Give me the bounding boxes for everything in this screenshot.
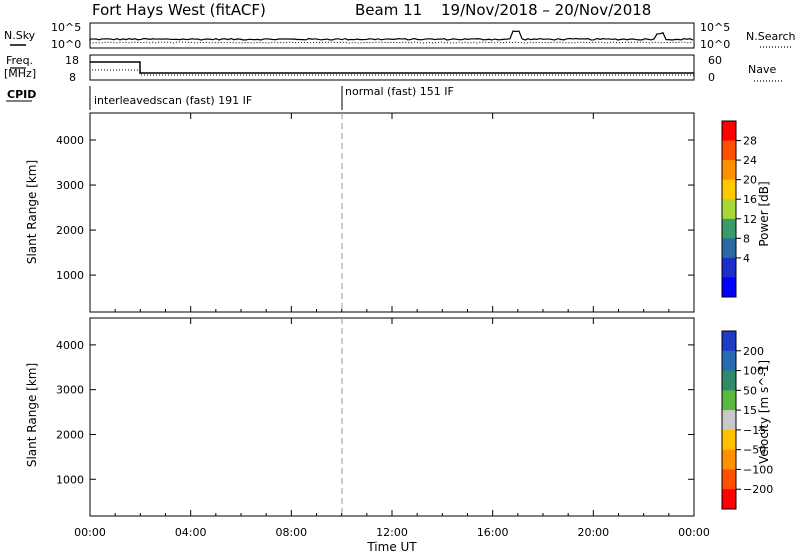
colorbar-swatch bbox=[722, 489, 736, 510]
velocity-ylabel: Slant Range [km] bbox=[25, 363, 39, 467]
colorbar-swatch bbox=[722, 429, 736, 451]
y-tick-label: 1000 bbox=[56, 473, 84, 486]
x-tick-label: 00:00 bbox=[74, 526, 106, 539]
beam-title: Beam 11 bbox=[355, 1, 422, 19]
power-panel: 1000 2000 3000 4000 Slant Range [km] 28 24 20… bbox=[25, 112, 771, 313]
power-ylabel: Slant Range [km] bbox=[25, 160, 39, 264]
cpid-mode-1: interleavedscan (fast) 191 IF bbox=[94, 94, 252, 107]
x-tick-label: 08:00 bbox=[275, 526, 307, 539]
y-tick-label: 3000 bbox=[56, 179, 84, 192]
station-title: Fort Hays West (fitACF) bbox=[92, 1, 266, 19]
nave-tick-low: 0 bbox=[708, 71, 715, 84]
y-tick-label: 2000 bbox=[56, 224, 84, 237]
velocity-panel: 1000 2000 3000 4000 Slant Range [km] 200 100… bbox=[25, 317, 773, 517]
colorbar-tick-label: 15 bbox=[743, 404, 757, 417]
noise-right-tick-high: 10^5 bbox=[700, 21, 730, 34]
colorbar-tick-label: −50 bbox=[743, 444, 766, 457]
colorbar-tick-label: 24 bbox=[743, 154, 757, 167]
colorbar-tick-label: 100 bbox=[743, 365, 764, 378]
x-tick-label: 04:00 bbox=[175, 526, 207, 539]
noise-strip: N.Sky 10^5 10^0 10^5 10^0 N.Search bbox=[4, 21, 796, 51]
x-tick-label: 16:00 bbox=[477, 526, 509, 539]
freq-tick-high: 18 bbox=[65, 54, 79, 67]
colorbar-swatch bbox=[722, 121, 736, 142]
colorbar-swatch bbox=[722, 257, 736, 278]
noise-tick-high: 10^5 bbox=[51, 21, 81, 34]
x-tick-label: 20:00 bbox=[577, 526, 609, 539]
colorbar-swatch bbox=[722, 277, 736, 298]
colorbar-swatch bbox=[722, 199, 736, 220]
colorbar-tick-label: 12 bbox=[743, 213, 757, 226]
colorbar-swatch bbox=[722, 390, 736, 411]
time-axis-label: Time UT bbox=[366, 540, 417, 554]
nsky-label: N.Sky bbox=[4, 29, 36, 42]
colorbar-swatch bbox=[722, 218, 736, 239]
colorbar-swatch bbox=[722, 449, 736, 470]
velocity-colorbar: 200 100 50 15 −15 −50 −100 −200 bbox=[721, 330, 773, 510]
x-tick-label: 00:00 bbox=[678, 526, 710, 539]
cpid-label: CPID bbox=[7, 88, 36, 101]
colorbar-swatch bbox=[722, 469, 736, 490]
freq-strip: Freq. [MHz] 18 8 60 0 Nave bbox=[4, 54, 784, 84]
colorbar-tick-label: −200 bbox=[743, 483, 773, 496]
colorbar-tick-label: 4 bbox=[743, 252, 750, 265]
cpid-mode-2: normal (fast) 151 IF bbox=[345, 85, 454, 98]
y-tick-label: 2000 bbox=[56, 428, 84, 441]
colorbar-tick-label: 50 bbox=[743, 384, 757, 397]
y-tick-label: 1000 bbox=[56, 269, 84, 282]
freq-tick-low: 8 bbox=[69, 71, 76, 84]
colorbar-tick-label: 16 bbox=[743, 193, 757, 206]
colorbar-swatch bbox=[722, 179, 736, 200]
colorbar-tick-label: −100 bbox=[743, 463, 773, 476]
colorbar-tick-label: 20 bbox=[743, 174, 757, 187]
nave-tick-high: 60 bbox=[708, 54, 722, 67]
velocity-colorbar-label: Velocity [m s^-1] bbox=[757, 360, 771, 464]
date-range: 19/Nov/2018 – 20/Nov/2018 bbox=[441, 1, 651, 19]
nave-label: Nave bbox=[748, 63, 776, 76]
colorbar-tick-label: 200 bbox=[743, 345, 764, 358]
colorbar-tick-label: −15 bbox=[743, 424, 766, 437]
colorbar-swatch bbox=[722, 331, 736, 352]
nsearch-label: N.Search bbox=[746, 30, 796, 43]
power-colorbar-label: Power [dB] bbox=[757, 181, 771, 246]
noise-right-tick-low: 10^0 bbox=[700, 38, 730, 51]
colorbar-swatch bbox=[722, 350, 736, 372]
y-tick-label: 3000 bbox=[56, 384, 84, 397]
colorbar-swatch bbox=[722, 140, 736, 161]
y-tick-label: 4000 bbox=[56, 134, 84, 147]
power-colorbar: 28 24 20 16 12 8 4 bbox=[721, 120, 757, 298]
colorbar-tick-label: 8 bbox=[743, 232, 750, 245]
cpid-strip: CPID interleavedscan (fast) 191 IF norma… bbox=[6, 85, 454, 110]
colorbar-swatch bbox=[722, 160, 736, 181]
time-axis: 00:00 04:00 08:00 12:00 16:00 20:00 00:00 bbox=[74, 113, 710, 539]
colorbar-swatch bbox=[722, 370, 736, 391]
colorbar-swatch bbox=[722, 238, 736, 259]
y-tick-label: 4000 bbox=[56, 339, 84, 352]
freq-label-1: Freq. bbox=[6, 54, 33, 67]
colorbar-swatch bbox=[722, 410, 736, 431]
freq-label-2: [MHz] bbox=[4, 67, 36, 80]
colorbar-tick-label: 28 bbox=[743, 135, 757, 148]
x-tick-label: 12:00 bbox=[376, 526, 408, 539]
noise-tick-low: 10^0 bbox=[51, 38, 81, 51]
